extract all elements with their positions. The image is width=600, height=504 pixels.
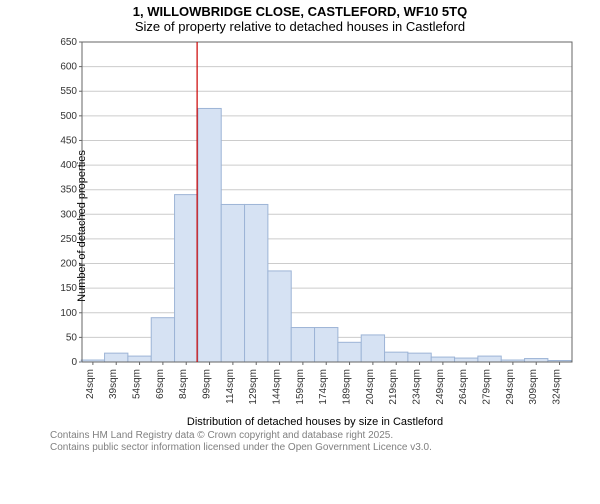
histogram-bar	[338, 342, 361, 362]
x-tick-label: 324sqm	[552, 369, 563, 405]
x-tick-label: 189sqm	[342, 369, 353, 405]
x-tick-label: 294sqm	[505, 369, 516, 405]
x-tick-label: 84sqm	[178, 369, 189, 399]
x-tick-label: 24sqm	[85, 369, 96, 399]
y-axis-label: Number of detached properties	[76, 150, 88, 302]
y-tick-label: 650	[60, 37, 77, 48]
x-tick-label: 144sqm	[272, 369, 283, 405]
y-tick-label: 450	[60, 135, 77, 146]
y-tick-label: 50	[66, 332, 78, 343]
x-tick-label: 219sqm	[388, 369, 399, 405]
y-tick-label: 0	[71, 357, 77, 368]
chart-container: Number of detached properties 0501001502…	[50, 36, 580, 416]
x-tick-label: 99sqm	[202, 369, 213, 399]
histogram-bar	[525, 359, 548, 362]
histogram-bar	[478, 356, 501, 362]
x-tick-label: 129sqm	[248, 369, 259, 405]
x-tick-label: 159sqm	[295, 369, 306, 405]
histogram-bar	[245, 204, 268, 362]
histogram-bar	[385, 352, 408, 362]
histogram-bar	[128, 356, 151, 362]
histogram-bar	[151, 318, 174, 362]
x-tick-label: 234sqm	[412, 369, 423, 405]
histogram-bar	[221, 204, 244, 362]
histogram-bar	[361, 335, 384, 362]
y-tick-label: 550	[60, 86, 77, 97]
y-tick-label: 100	[60, 308, 77, 319]
histogram-bar	[105, 353, 128, 362]
histogram-bar	[291, 328, 314, 362]
chart-title-main: 1, WILLOWBRIDGE CLOSE, CASTLEFORD, WF10 …	[0, 4, 600, 19]
histogram-bar	[408, 353, 431, 362]
x-tick-label: 264sqm	[458, 369, 469, 405]
x-tick-label: 279sqm	[482, 369, 493, 405]
x-tick-label: 204sqm	[365, 369, 376, 405]
chart-title-sub: Size of property relative to detached ho…	[0, 19, 600, 34]
x-axis-label: Distribution of detached houses by size …	[50, 416, 580, 428]
footer-attribution: Contains HM Land Registry data © Crown c…	[50, 430, 580, 454]
histogram-chart: 0501001502002503003504004505005506006502…	[50, 36, 580, 416]
x-tick-label: 249sqm	[435, 369, 446, 405]
histogram-bar	[175, 195, 198, 362]
x-tick-label: 174sqm	[318, 369, 329, 405]
x-tick-label: 54sqm	[132, 369, 143, 399]
y-tick-label: 600	[60, 62, 77, 73]
histogram-bar	[268, 271, 291, 362]
x-tick-label: 309sqm	[528, 369, 539, 405]
histogram-bar	[431, 357, 454, 362]
histogram-bar	[315, 328, 338, 362]
histogram-bar	[198, 108, 221, 362]
x-tick-label: 69sqm	[155, 369, 166, 399]
x-tick-label: 114sqm	[225, 369, 236, 404]
histogram-bar	[455, 358, 478, 362]
footer-line-1: Contains HM Land Registry data © Crown c…	[50, 430, 580, 442]
x-tick-label: 39sqm	[108, 369, 119, 399]
y-tick-label: 500	[60, 111, 77, 122]
footer-line-2: Contains public sector information licen…	[50, 442, 580, 454]
